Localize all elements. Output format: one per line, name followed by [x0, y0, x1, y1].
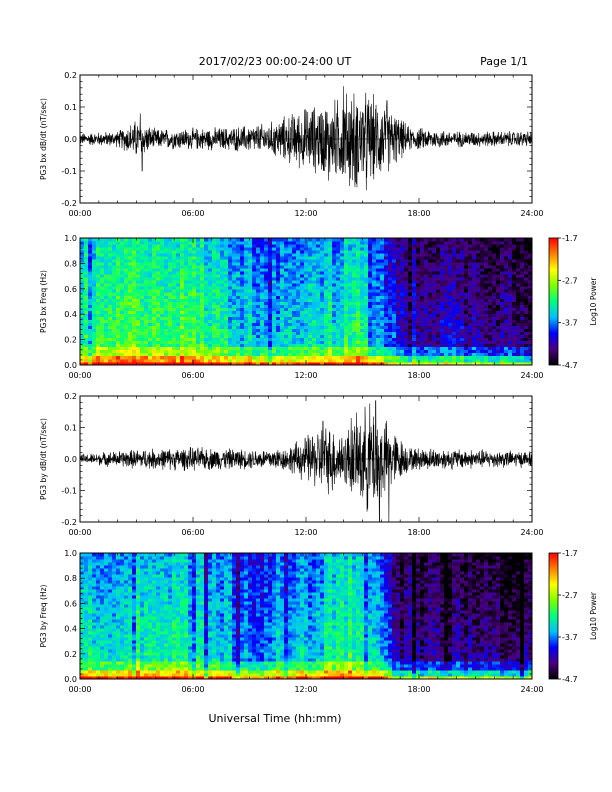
x-tick-label: 00:00: [68, 209, 91, 218]
y-tick-label: 0.0: [64, 455, 77, 464]
y-tick-label: 0.4: [64, 310, 77, 319]
y-tick-label: 1.0: [64, 234, 77, 243]
x-tick-label: 18:00: [407, 528, 430, 537]
colorbar-label: Log10 Power: [589, 591, 598, 640]
y-tick-label: 0.2: [64, 71, 77, 80]
colorbar: -1.7 -2.7 -3.7 -4.7 Log10 Power: [548, 549, 598, 684]
x-tick-label: 18:00: [407, 371, 430, 380]
y-tick-label: 0.2: [64, 650, 77, 659]
panels: 0.20.10.0-0.1-0.200:00 06:00 12:00 18:00 24:…: [39, 71, 598, 694]
x-tick-label: 12:00: [294, 209, 317, 218]
figure-title: 2017/02/23 00:00-24:00 UT: [199, 55, 352, 68]
y-tick-label: 0.6: [64, 599, 77, 608]
y-axis-label: PG3 by dB/dt (nT/sec): [39, 418, 48, 500]
waveform-series: [80, 86, 532, 191]
x-axis-title: Universal Time (hh:mm): [209, 712, 342, 725]
panel-4: -1.7 -2.7 -3.7 -4.7 Log10 Power 1.0 0.8 0.6 0.4 0…: [39, 549, 598, 694]
y-tick-label: 0.0: [64, 675, 77, 684]
x-tick-label: 06:00: [181, 371, 204, 380]
colorbar-tick-label: -2.7: [562, 276, 578, 285]
spectrogram-cells: [80, 238, 533, 366]
x-tick-label: 06:00: [181, 685, 204, 694]
panel-2: -1.7 -2.7 -3.7 -4.7 Log10 Power 1.0 0.8 0.6 0.4 0…: [39, 234, 598, 380]
y-tick-label: 0.1: [64, 103, 77, 112]
x-tick-label: 00:00: [68, 528, 91, 537]
panel-1: 0.2 0.1 0.0 -0.1 -0.200:00 06:00 12:00 18:00 24:…: [39, 71, 544, 218]
y-tick-label: -0.2: [61, 518, 77, 527]
colorbar-tick-label: -4.7: [562, 675, 578, 684]
y-tick-label: 0.0: [64, 361, 77, 370]
x-tick-label: 00:00: [68, 371, 91, 380]
colorbar-tick-label: -4.7: [562, 361, 578, 370]
x-tick-label: 12:00: [294, 371, 317, 380]
page-indicator: Page 1/1: [480, 55, 528, 68]
colorbar-tick-label: -1.7: [562, 549, 578, 558]
x-tick-label: 24:00: [520, 209, 543, 218]
y-tick-label: -0.2: [61, 199, 77, 208]
y-axis-label: PG3 bx Freq (Hz): [39, 270, 48, 333]
spectrogram-cells: [80, 553, 533, 680]
y-tick-label: 0.2: [64, 336, 77, 345]
x-tick-label: 12:00: [294, 685, 317, 694]
y-tick-label: -0.1: [61, 167, 77, 176]
y-tick-label: 0.8: [64, 259, 77, 268]
waveform-series: [80, 400, 532, 522]
x-tick-label: 24:00: [520, 685, 543, 694]
colorbar-gradient: [548, 237, 559, 366]
colorbar: -1.7 -2.7 -3.7 -4.7 Log10 Power: [548, 234, 598, 370]
colorbar-tick-label: -3.7: [562, 319, 578, 328]
x-tick-label: 06:00: [181, 209, 204, 218]
y-tick-label: 0.6: [64, 285, 77, 294]
y-axis-label: PG3 by Freq (Hz): [39, 584, 48, 647]
colorbar-tick-label: -1.7: [562, 234, 578, 243]
colorbar-tick-label: -3.7: [562, 633, 578, 642]
y-axis-label: PG3 bx dB/dt (nT/sec): [39, 98, 48, 180]
y-tick-label: 0.4: [64, 625, 77, 634]
x-tick-label: 00:00: [68, 685, 91, 694]
x-tick-label: 24:00: [520, 528, 543, 537]
y-tick-label: -0.1: [61, 487, 77, 496]
panel-3: 0.2 0.1 0.0 -0.1 -0.200:00 06:00 12:00 18:00 24:…: [39, 392, 544, 537]
x-tick-label: 18:00: [407, 685, 430, 694]
x-tick-label: 18:00: [407, 209, 430, 218]
y-tick-label: 0.2: [64, 392, 77, 401]
y-tick-label: 0.8: [64, 574, 77, 583]
colorbar-gradient: [548, 552, 559, 680]
y-tick-label: 0.1: [64, 424, 77, 433]
y-tick-label: 0.0: [64, 135, 77, 144]
x-tick-label: 24:00: [520, 371, 543, 380]
x-tick-label: 06:00: [181, 528, 204, 537]
y-tick-label: 1.0: [64, 549, 77, 558]
colorbar-label: Log10 Power: [589, 277, 598, 326]
colorbar-tick-label: -2.7: [562, 591, 578, 600]
x-tick-label: 12:00: [294, 528, 317, 537]
